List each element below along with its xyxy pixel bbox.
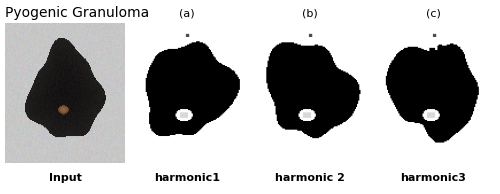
Text: harmonic 2: harmonic 2 bbox=[275, 173, 345, 184]
Text: harmonic1: harmonic1 bbox=[154, 173, 220, 184]
Text: (a): (a) bbox=[179, 9, 194, 19]
Text: harmonic3: harmonic3 bbox=[400, 173, 466, 184]
Text: Pyogenic Granuloma: Pyogenic Granuloma bbox=[5, 6, 149, 20]
Text: (c): (c) bbox=[426, 9, 441, 19]
Text: (b): (b) bbox=[302, 9, 318, 19]
Text: Input: Input bbox=[48, 173, 82, 184]
